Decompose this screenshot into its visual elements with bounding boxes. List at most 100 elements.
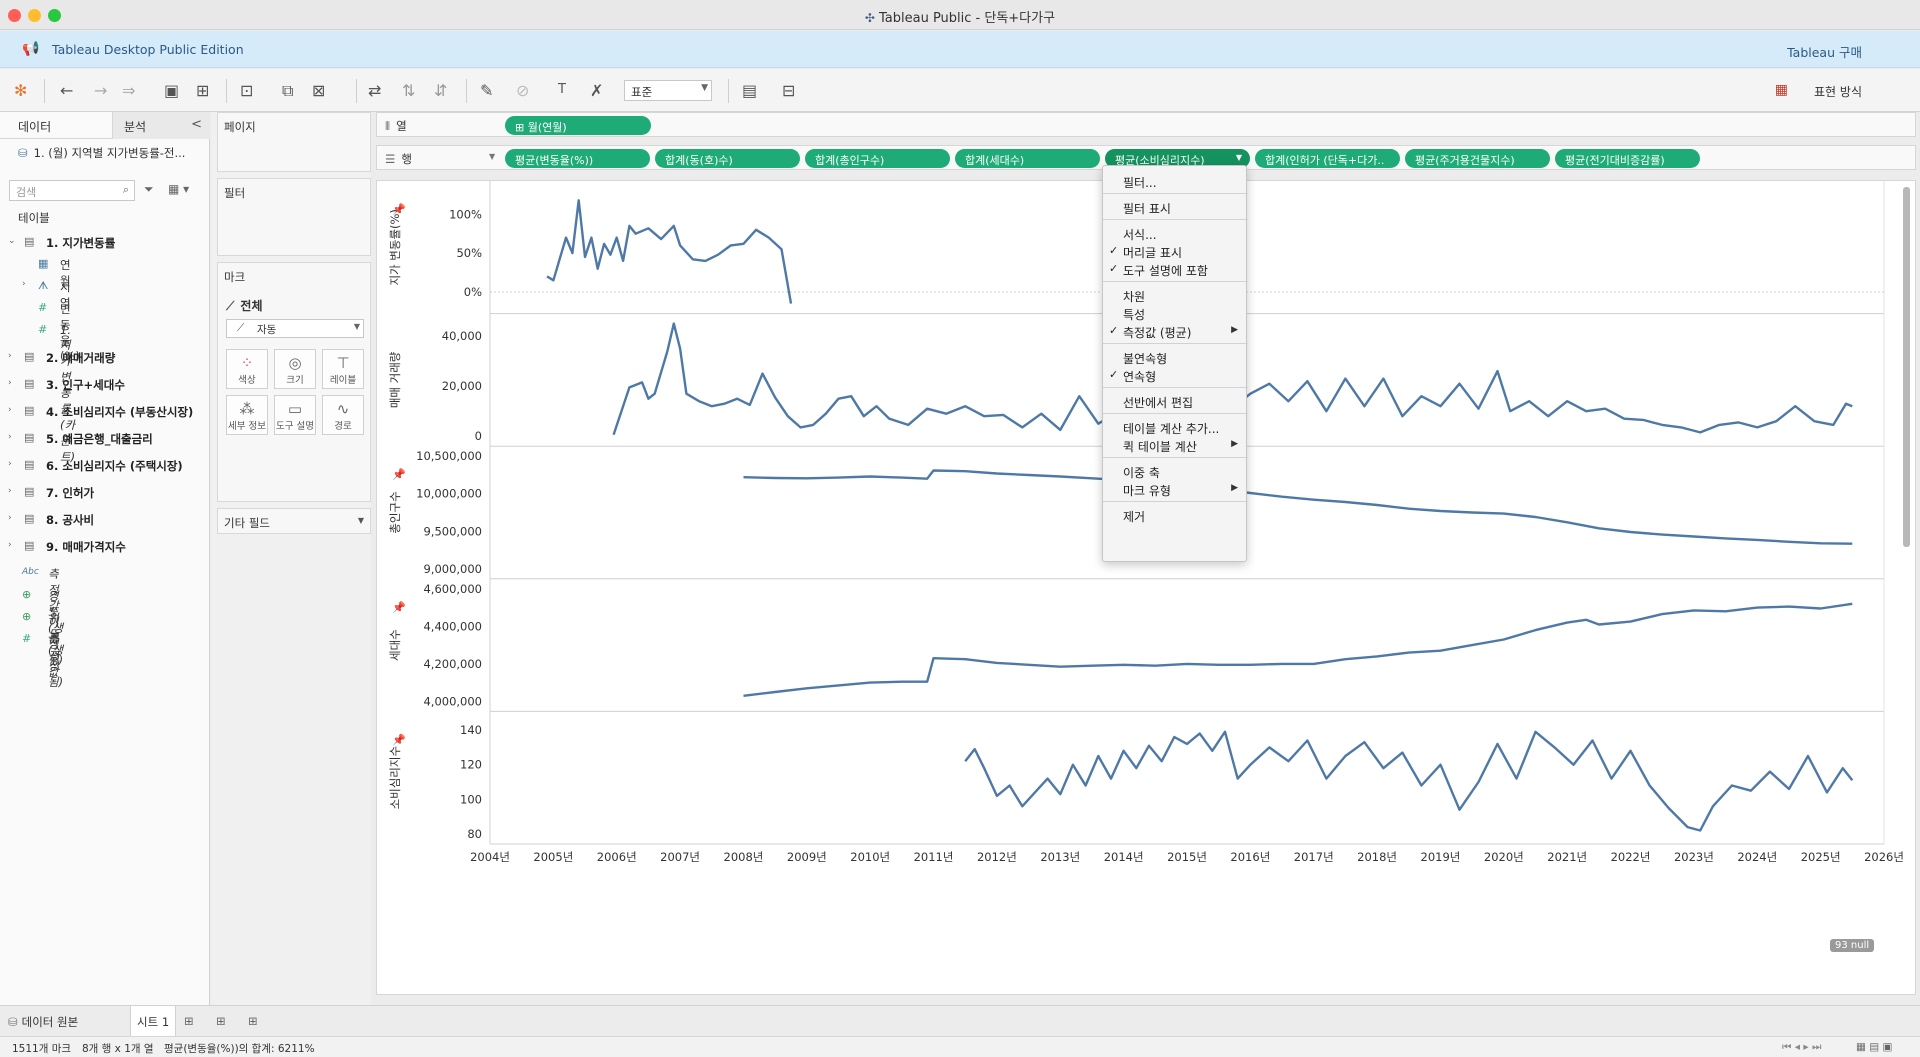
- marks-all-tab[interactable]: ⟋ 전체: [226, 297, 263, 314]
- y-axis-title[interactable]: 총인구수: [388, 491, 402, 533]
- table-item[interactable]: › ▤ 7. 인허가: [0, 482, 210, 504]
- presentation-mode-icon[interactable]: ⊟: [782, 81, 796, 100]
- label-button[interactable]: ⊤ 레이블: [322, 349, 364, 389]
- column-pill[interactable]: ⊞ 월(연월): [505, 116, 651, 135]
- redo-icon[interactable]: →: [94, 81, 108, 100]
- tooltip-button[interactable]: ▭ 도구 설명: [274, 395, 316, 435]
- filters-card[interactable]: 필터: [217, 178, 371, 256]
- detail-button[interactable]: ⁂ 세부 정보: [226, 395, 268, 435]
- menu-item[interactable]: 퀵 테이블 계산 ▶: [1103, 436, 1248, 454]
- columns-shelf[interactable]: ⦀ 열 ⊞ 월(연월): [376, 112, 1916, 137]
- new-datasource-icon[interactable]: ⊞: [196, 81, 210, 100]
- table-item[interactable]: › ▤ 3. 인구+세대수: [0, 374, 210, 396]
- y-axis-title[interactable]: 매매 거래량: [388, 351, 402, 408]
- series-line[interactable]: [743, 469, 1853, 545]
- chevron-right-icon[interactable]: ›: [8, 351, 12, 361]
- mark-type-dropdown[interactable]: ⟋ 자동 ▼: [226, 319, 364, 338]
- size-button[interactable]: ◎ 크기: [274, 349, 316, 389]
- datasource-item[interactable]: ⛁ 1. (월) 지역별 지가변동률-전...: [18, 145, 185, 161]
- sort-descending-icon[interactable]: ⇵: [434, 81, 448, 100]
- tableau-home-icon[interactable]: ✻: [14, 81, 28, 100]
- row-pill[interactable]: 합계(세대수): [955, 149, 1100, 168]
- null-indicator[interactable]: 93 null: [1830, 939, 1875, 952]
- chevron-right-icon[interactable]: ›: [8, 513, 12, 523]
- menu-item[interactable]: 서식...: [1103, 224, 1248, 242]
- row-pill[interactable]: 합계(동(호)수): [655, 149, 800, 168]
- menu-item[interactable]: ✓ 머리글 표시: [1103, 242, 1248, 260]
- minimize-window-button[interactable]: [28, 9, 41, 22]
- y-axis-title[interactable]: 세대수: [388, 629, 402, 661]
- row-pill[interactable]: 평균(변동율(%)): [505, 149, 650, 168]
- group-members-icon[interactable]: ⊘: [516, 81, 530, 100]
- sort-ascending-icon[interactable]: ⇅: [402, 81, 416, 100]
- close-window-button[interactable]: [8, 9, 21, 22]
- collapse-pane-icon[interactable]: <: [191, 117, 202, 132]
- show-cards-icon[interactable]: ▤: [742, 81, 758, 100]
- chevron-down-icon[interactable]: ▼: [1235, 153, 1242, 162]
- clear-sheet-icon[interactable]: ⊠: [312, 81, 326, 100]
- chevron-right-icon[interactable]: ›: [8, 432, 12, 442]
- vertical-scrollbar[interactable]: [1903, 187, 1910, 547]
- zoom-window-button[interactable]: [48, 9, 61, 22]
- table-item[interactable]: › ▤ 5. 예금은행_대출금리: [0, 428, 210, 450]
- row-pill-active[interactable]: 평균(소비심리지수) ▼: [1105, 149, 1250, 168]
- buy-tableau-link[interactable]: Tableau 구매: [1787, 45, 1862, 60]
- undo-icon[interactable]: ←: [60, 81, 74, 100]
- new-dashboard-icon[interactable]: ⊞: [216, 1014, 226, 1028]
- visualization-area[interactable]: 100% 50% 0% 지가 변동률(%) 📌 40,000 20,000 0 매매 거래량 10…: [376, 180, 1916, 995]
- menu-item[interactable]: 이중 축: [1103, 462, 1248, 480]
- menu-item[interactable]: 테이블 계산 추가...: [1103, 418, 1248, 436]
- duplicate-sheet-icon[interactable]: ⧉: [282, 81, 294, 100]
- view-mode-icon[interactable]: ▦ ▤ ▣: [1856, 1041, 1893, 1053]
- table-item[interactable]: › ▤ 8. 공사비: [0, 509, 210, 531]
- search-input[interactable]: 검색 ⌕: [9, 180, 135, 201]
- chevron-right-icon[interactable]: ›: [22, 279, 26, 289]
- series-line[interactable]: [964, 730, 1854, 832]
- new-story-icon[interactable]: ⊞: [248, 1014, 258, 1028]
- chevron-right-icon[interactable]: ›: [8, 486, 12, 496]
- menu-item[interactable]: 제거: [1103, 506, 1248, 524]
- row-pill[interactable]: 평균(전기대비증감률): [1555, 149, 1700, 168]
- new-worksheet-icon[interactable]: ⊞: [184, 1014, 194, 1028]
- rows-shelf[interactable]: ☰ 행 ▼ 평균(변동율(%)) 합계(동(호)수) 합계(총인구수) 합계(세대…: [376, 145, 1916, 170]
- menu-item[interactable]: 차원: [1103, 286, 1248, 304]
- row-pill[interactable]: 평균(주거용건물지수): [1405, 149, 1550, 168]
- chevron-right-icon[interactable]: ›: [8, 540, 12, 550]
- table-item[interactable]: › ▤ 6. 소비심리지수 (주택시장): [0, 455, 210, 477]
- chevron-right-icon[interactable]: ›: [8, 378, 12, 388]
- table-item[interactable]: › ▤ 4. 소비심리지수 (부동산시장): [0, 401, 210, 423]
- table-item[interactable]: ⌄ ▤ 1. 지가변동률: [0, 232, 210, 254]
- menu-item[interactable]: 필터 표시: [1103, 198, 1248, 216]
- menu-item[interactable]: 마크 유형 ▶: [1103, 480, 1248, 498]
- menu-item[interactable]: 선반에서 편집: [1103, 392, 1248, 410]
- tab-analysis[interactable]: 분석: [124, 120, 147, 134]
- menu-item[interactable]: ✓ 도구 설명에 포함: [1103, 260, 1248, 278]
- path-button[interactable]: ∿ 경로: [322, 395, 364, 435]
- pin-icon[interactable]: 📌: [392, 600, 406, 614]
- filter-fields-icon[interactable]: ⏷: [144, 182, 154, 196]
- row-pill[interactable]: 합계(인허가 (단독+다가..: [1255, 149, 1400, 168]
- menu-item[interactable]: ✓ 연속형: [1103, 366, 1248, 384]
- chevron-down-icon[interactable]: ⌄: [8, 236, 16, 246]
- y-axis-title[interactable]: 지가 변동률(%): [388, 209, 402, 285]
- series-line[interactable]: [546, 199, 793, 304]
- series-line[interactable]: [743, 602, 1853, 697]
- replay-icon[interactable]: ⇒: [122, 81, 136, 100]
- show-mark-labels-icon[interactable]: T: [558, 82, 566, 97]
- highlight-icon[interactable]: ✎: [480, 81, 494, 100]
- color-button[interactable]: ⁘ 색상: [226, 349, 268, 389]
- row-pill[interactable]: 합계(총인구수): [805, 149, 950, 168]
- show-me-button[interactable]: 표현 방식: [1814, 85, 1862, 99]
- chevron-down-icon[interactable]: ▼: [489, 152, 496, 161]
- pin-icon[interactable]: 📌: [392, 732, 406, 746]
- y-axis-title[interactable]: 소비심리지수: [388, 746, 402, 809]
- view-options-icon[interactable]: ▦ ▾: [168, 182, 190, 196]
- pin-icon[interactable]: 📌: [392, 202, 406, 216]
- fix-axes-icon[interactable]: ✗: [590, 81, 604, 100]
- pages-card[interactable]: 페이지: [217, 112, 371, 172]
- menu-item[interactable]: 불연속형: [1103, 348, 1248, 366]
- new-worksheet-icon[interactable]: ⊡: [240, 81, 254, 100]
- fit-dropdown[interactable]: 표준 ▼: [624, 80, 712, 101]
- other-fields-card[interactable]: 기타 필드 ▼: [217, 508, 371, 534]
